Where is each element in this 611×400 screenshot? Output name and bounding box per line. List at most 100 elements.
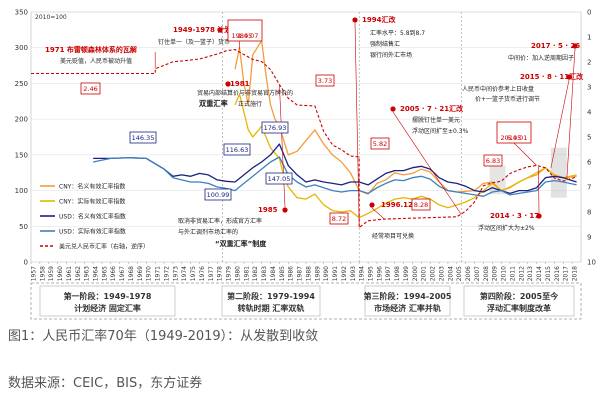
x-tick-label: 1980 — [234, 266, 241, 281]
x-tick-label: 2003 — [438, 266, 445, 281]
annot-title: 1985 — [258, 206, 278, 214]
y-left-tick-label: 300 — [15, 44, 28, 52]
annot-title: 1994汇改 — [362, 15, 396, 24]
period-subtitle: 市场经济 汇率并轨 — [374, 303, 441, 313]
series-line — [93, 143, 577, 195]
x-tick-label: 1964 — [92, 266, 99, 281]
legend-label: USD：实际有效汇率指数 — [59, 228, 126, 236]
annot-title: 2005 · 7 · 21汇改 — [400, 104, 464, 113]
annot-title: 2014 · 3 · 17 — [490, 212, 539, 220]
period-title: 第二阶段：1979-1994 — [227, 291, 315, 301]
value-box-683-frame — [483, 154, 503, 167]
x-tick-label: 1996 — [376, 266, 383, 281]
x-tick-label: 1972 — [163, 266, 170, 281]
y-left-tick-label: 200 — [15, 116, 28, 124]
value-box-11663-frame — [223, 143, 251, 156]
event-marker — [352, 17, 358, 23]
period-subtitle: 转轨时期 汇率双轨 — [238, 303, 305, 313]
annot-text: 钉住单一（及一篮子）货币 — [158, 38, 230, 46]
series-line — [92, 156, 577, 197]
value-box-14705: 147.05 — [268, 175, 291, 183]
x-tick-label: 1963 — [84, 266, 91, 281]
x-tick-label: 1981 — [243, 266, 250, 281]
period-box — [39, 285, 176, 317]
period-subtitle: 计划经济 固定汇率 — [74, 303, 141, 313]
x-tick-label: 2010 — [501, 266, 508, 281]
x-tick-label: 1962 — [75, 266, 82, 281]
period-title: 第三阶段：1994-2005 — [364, 291, 452, 301]
y-right-tick-label: 8 — [587, 209, 591, 217]
annot-title: 1981 — [230, 80, 250, 88]
annot-text: 美元贬值，人民币被动升值 — [60, 57, 132, 65]
leader-line — [550, 79, 570, 169]
annot-text: 汇率水平：5.8到8.7 — [370, 29, 425, 37]
annot-text: 浮动区间扩至±0.3% — [412, 127, 469, 135]
period-subtitle: 浮动汇率制度改革 — [487, 303, 551, 313]
leader-line — [513, 142, 537, 166]
period-title: 第四阶段：2005至今 — [480, 291, 558, 301]
event-marker — [369, 202, 375, 208]
legend-label: USD：名义有效汇率指数 — [59, 213, 126, 221]
value-box-1980: 1980.07 — [232, 32, 259, 40]
annot-text: 取消非贸易汇率，形成官方汇率 — [178, 217, 262, 225]
y-right-tick-label: 2 — [587, 59, 591, 67]
data-source: 数据来源：CEIC，BIS，东方证券 — [8, 376, 203, 391]
x-tick-label: 1967 — [119, 266, 126, 281]
shaded-2009 — [489, 165, 506, 195]
x-tick-label: 2009 — [492, 266, 499, 281]
value-box-872: 8.72 — [332, 215, 346, 223]
x-tick-label: 1966 — [110, 266, 117, 281]
annot-text: 浮动区间扩大为±2% — [478, 224, 535, 232]
y-right-tick-label: 6 — [587, 159, 592, 167]
x-tick-label: 1969 — [137, 266, 144, 281]
value-1980-rate: 1.45 — [238, 32, 252, 40]
annot-text: 银行间外汇市场 — [370, 51, 412, 59]
x-tick-label: 2006 — [465, 266, 472, 281]
x-tick-label: 2005 — [456, 266, 463, 281]
value-box-373: 3.73 — [318, 77, 332, 85]
series-line — [234, 93, 577, 219]
y-left-tick-label: 100 — [15, 187, 28, 195]
value-box-14635-frame — [129, 131, 157, 144]
value-box-10099: 100.99 — [207, 191, 230, 199]
x-tick-label: 1959 — [48, 266, 55, 281]
y-right-tick-label: 0 — [587, 9, 591, 17]
x-tick-label: 1991 — [332, 266, 339, 281]
y-left-tick-label: 0 — [24, 259, 28, 267]
leader-line — [538, 166, 540, 214]
annot-strong: “双重汇率”制度 — [215, 239, 267, 248]
period-boxes: 第一阶段：1949-1978 计划经济 固定汇率 第二阶段：1979-1994 转轨时… — [30, 282, 582, 320]
value-box-2014: 2014.01 — [501, 134, 528, 142]
annot-text: 与外汇调剂市场汇率的 — [178, 228, 238, 236]
leader-line — [566, 48, 576, 180]
period-title: 第一阶段：1949-1978 — [64, 291, 152, 301]
value-box-582: 5.82 — [373, 140, 387, 148]
event-marker — [217, 27, 223, 33]
y-left-tick-label: 250 — [15, 80, 28, 88]
annot-text: 价+一篮子货币进行调节 — [475, 95, 540, 103]
value-box-14635: 146.35 — [132, 134, 155, 142]
leader-line — [279, 84, 286, 208]
value-box-582-frame — [370, 137, 390, 150]
x-tick-label: 1965 — [101, 266, 108, 281]
annot-title: 1971 布雷顿森林体系的瓦解 — [45, 45, 137, 54]
annot-text: 中间价：加入逆周期因子 — [508, 54, 574, 62]
period-box — [221, 285, 321, 317]
x-tick-label: 1988 — [305, 266, 312, 281]
axes-layer: 0 50 100 150 200 250 300 350 0 1 2 3 4 5 6 7 8 9 10 2010=10… — [15, 9, 596, 282]
annot-text: 人民币中间价参考上日收盘 — [462, 85, 534, 93]
x-tick-label: 2002 — [430, 266, 437, 281]
x-tick-label: 2013 — [527, 266, 534, 281]
event-marker — [566, 74, 572, 80]
leader-line — [354, 22, 360, 228]
x-tick-label: 1985 — [279, 266, 286, 281]
x-tick-label: 2014 — [536, 266, 543, 281]
x-tick-label: 1957 — [30, 266, 37, 281]
value-box-246: 2.46 — [83, 85, 97, 93]
x-tick-label: 1968 — [128, 266, 135, 281]
x-tick-label: 1992 — [341, 266, 348, 281]
value-box-14705-frame — [265, 172, 293, 185]
event-marker — [225, 81, 231, 87]
x-tick-label: 1987 — [297, 266, 304, 281]
